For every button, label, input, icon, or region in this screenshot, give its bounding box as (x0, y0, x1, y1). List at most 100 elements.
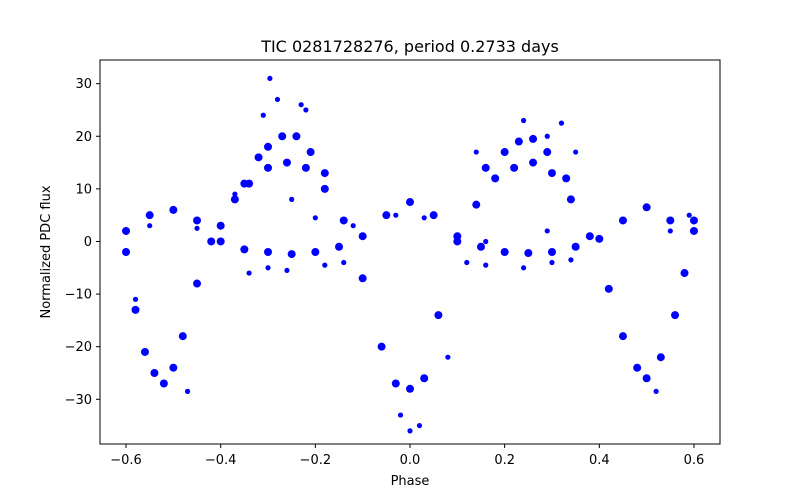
data-point-s3-39 (686, 212, 692, 218)
data-point-s3-30 (544, 228, 550, 234)
data-point-s1-6 (264, 248, 273, 256)
data-point-s0-3 (150, 368, 159, 377)
data-point-s1-22 (642, 203, 651, 212)
data-point-s1-20 (595, 234, 604, 243)
data-point-s3-15 (407, 428, 413, 434)
y-tick-label: 20 (75, 130, 92, 145)
data-point-s0-5 (169, 363, 178, 372)
data-point-s3-34 (421, 215, 427, 221)
data-point-s2-5 (306, 148, 315, 157)
x-axis-ticks: −0.6 −0.4 −0.2 0.0 0.2 0.4 0.6 (110, 444, 704, 468)
data-point-s3-31 (350, 223, 356, 229)
y-axis-ticks: −30 −20 −10 0 10 20 30 (65, 77, 100, 408)
y-tick-label: −30 (65, 393, 92, 408)
data-point-s0-30 (585, 232, 594, 241)
data-point-s0-20 (406, 384, 414, 393)
data-point-s2-2 (264, 142, 273, 151)
x-tick-label: −0.2 (300, 453, 332, 468)
data-point-s0-8 (207, 237, 216, 246)
x-tick-label: 0.6 (684, 453, 705, 468)
data-point-s3-10 (573, 149, 579, 155)
data-point-s2-6 (320, 169, 329, 178)
data-point-s1-18 (547, 248, 556, 256)
data-point-s3-35 (620, 217, 626, 224)
data-point-s3-23 (322, 262, 328, 268)
data-point-s1-16 (500, 248, 509, 256)
data-point-s3-13 (132, 296, 139, 302)
data-point-s0-28 (547, 169, 556, 178)
data-point-s0-19 (391, 379, 400, 388)
data-point-s0-15 (320, 184, 329, 193)
data-point-s2-4 (292, 132, 301, 141)
data-point-s3-26 (483, 262, 489, 268)
data-point-s3-22 (284, 267, 290, 274)
data-point-s1-7 (287, 250, 296, 259)
data-point-s3-36 (667, 228, 673, 234)
x-tick-label: −0.4 (205, 453, 237, 468)
chart-title: TIC 0281728276, period 0.2733 days (260, 37, 559, 56)
data-point-s0-10 (230, 195, 239, 204)
data-point-s0-33 (633, 363, 642, 372)
data-point-s1-5 (240, 245, 249, 254)
data-point-s2-8 (500, 148, 509, 157)
data-point-s1-1 (145, 211, 154, 220)
data-point-s2-9 (514, 137, 523, 146)
data-point-s0-12 (264, 163, 273, 172)
x-tick-label: −0.6 (110, 453, 142, 468)
data-point-s1-15 (476, 242, 485, 251)
data-point-s0-18 (377, 342, 386, 351)
data-point-s0-32 (618, 332, 627, 341)
data-point-s0-6 (178, 332, 187, 341)
data-point-s3-11 (544, 133, 550, 139)
data-point-s2-11 (543, 148, 552, 157)
data-point-s1-4 (216, 237, 225, 246)
data-point-s2-3 (278, 132, 287, 141)
data-point-s0-29 (566, 195, 575, 204)
data-point-s0-25 (491, 174, 500, 183)
data-point-s3-5 (289, 196, 295, 202)
data-point-s0-22 (434, 311, 443, 320)
data-point-s0-21 (420, 374, 429, 383)
data-point-s3-14 (184, 388, 191, 394)
data-point-s0-34 (642, 374, 651, 383)
data-point-s3-19 (653, 388, 659, 394)
data-point-s2-12 (562, 174, 571, 183)
y-tick-label: 30 (75, 77, 92, 92)
data-point-s0-9 (216, 221, 225, 230)
data-point-s3-2 (260, 112, 266, 118)
x-tick-label: 0.4 (589, 453, 610, 468)
data-point-s3-0 (267, 75, 273, 82)
data-point-s0-24 (472, 200, 481, 209)
data-point-s1-24 (689, 226, 698, 235)
data-point-s0-31 (604, 284, 613, 293)
data-point-s3-9 (473, 149, 479, 155)
data-point-s3-21 (265, 265, 271, 271)
data-point-s3-28 (549, 259, 555, 266)
data-point-s3-8 (558, 120, 565, 126)
data-point-s1-2 (169, 205, 178, 214)
data-point-s3-6 (312, 215, 318, 221)
data-point-s0-2 (140, 347, 149, 356)
data-point-s0-17 (358, 274, 367, 283)
data-point-s3-18 (445, 354, 451, 360)
y-tick-label: −20 (65, 340, 92, 355)
data-point-s3-29 (568, 257, 574, 263)
data-point-s3-20 (246, 270, 252, 276)
data-point-s3-1 (274, 96, 281, 103)
data-point-s3-4 (303, 107, 309, 113)
data-point-s1-9 (335, 242, 344, 251)
data-point-s0-0 (122, 248, 131, 256)
data-point-s0-26 (510, 163, 519, 172)
data-point-s3-27 (520, 265, 527, 271)
data-point-s2-1 (254, 153, 263, 162)
data-point-s0-38 (689, 216, 698, 225)
data-point-s0-16 (339, 216, 348, 225)
data-point-s1-3 (193, 216, 202, 225)
x-axis-label: Phase (391, 474, 430, 489)
data-point-s2-7 (481, 163, 490, 172)
data-point-s3-12 (232, 191, 238, 197)
data-point-s3-7 (520, 117, 527, 124)
data-point-s1-17 (524, 249, 533, 258)
plot-frame (99, 59, 721, 445)
data-point-s2-10 (529, 134, 538, 143)
